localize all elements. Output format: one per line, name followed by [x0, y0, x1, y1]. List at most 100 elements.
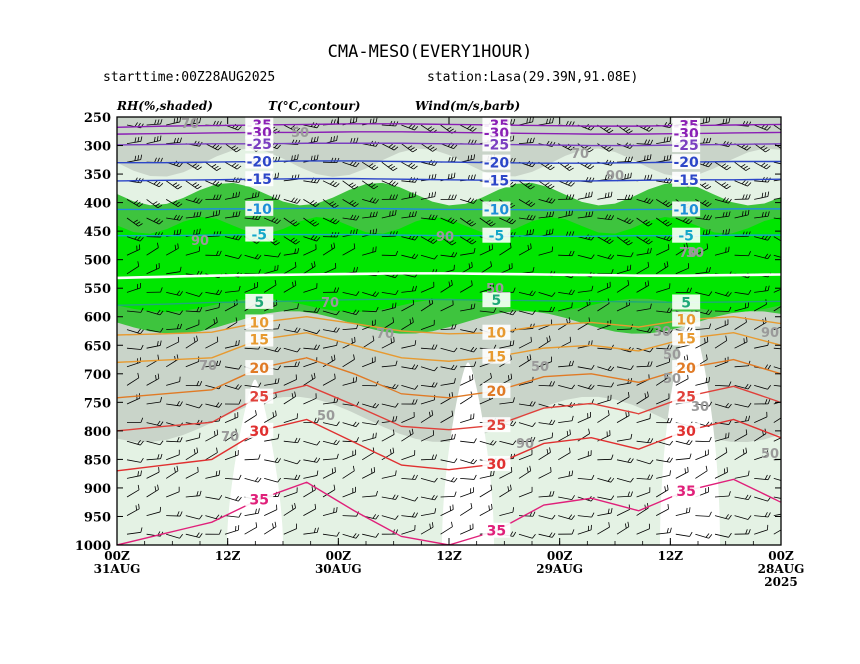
wind-barb: [361, 161, 379, 171]
wind-barb: [244, 508, 260, 516]
wind-barb: [420, 382, 438, 388]
contour-label-bg: [672, 360, 701, 376]
wind-barb: [557, 447, 571, 461]
wind-barb: [577, 428, 590, 442]
rh-label: 90: [191, 234, 209, 249]
wind-barb: [322, 439, 340, 446]
wind-barb: [224, 340, 240, 349]
wind-barb: [205, 194, 222, 200]
wind-barb: [303, 261, 316, 275]
wind-barb: [244, 281, 258, 293]
wind-barb: [636, 217, 653, 227]
wind-barb: [754, 211, 770, 219]
wind-barb: [754, 234, 772, 241]
wind-barb: [577, 512, 595, 518]
wind-barb: [166, 323, 183, 330]
contour-label: 35: [250, 492, 269, 508]
contour-label-bg: [672, 201, 701, 217]
wind-barb: [263, 410, 277, 423]
wind-barb: [440, 236, 457, 246]
contour-label: 25: [250, 390, 269, 406]
contour-label: -15: [673, 173, 698, 189]
contour-label-bg: [245, 200, 274, 216]
wind-barb: [322, 217, 340, 225]
wind-barb: [656, 457, 673, 463]
wind-barb: [734, 302, 750, 312]
wind-barb: [597, 508, 613, 516]
contour-label-bg: [245, 360, 274, 376]
rh-label: 30: [691, 400, 709, 415]
wind-barb: [224, 254, 242, 259]
wind-barb: [754, 474, 771, 481]
wind-barb: [597, 394, 612, 405]
wind-barb: [185, 197, 203, 204]
wind-barb: [401, 496, 419, 502]
wind-barb: [558, 495, 575, 500]
wind-barb: [538, 246, 554, 256]
wind-barb: [558, 384, 575, 390]
wind-barb: [185, 117, 202, 126]
wind-barb: [342, 465, 355, 479]
wind-barb: [558, 194, 575, 200]
wind-barb: [675, 466, 689, 479]
wind-barb: [518, 137, 535, 144]
contour-label-bg: [482, 136, 511, 152]
wind-barb: [244, 477, 262, 483]
wind-barb: [342, 449, 357, 461]
wind-barb: [695, 401, 713, 407]
wind-barb: [656, 307, 673, 314]
contour-label-bg: [482, 455, 511, 471]
y-tick-label: 450: [84, 225, 111, 240]
wind-barb: [479, 283, 494, 293]
wind-barb: [597, 454, 614, 461]
wind-barb: [636, 139, 654, 145]
wind-barb: [695, 243, 709, 256]
wind-barb: [303, 527, 319, 535]
contour-label: -5: [252, 228, 268, 244]
wind-barb: [538, 447, 551, 461]
wind-barb: [381, 494, 399, 500]
wind-barb: [479, 217, 496, 227]
wind-barb: [322, 242, 336, 256]
wind-barb: [499, 507, 514, 516]
wind-barb: [165, 199, 183, 208]
wind-barb: [401, 450, 416, 461]
wind-barb: [283, 361, 300, 368]
x-tick-label: 30AUG: [315, 562, 362, 576]
contour-label-bg: [245, 153, 274, 169]
wind-barb: [401, 253, 419, 260]
wind-barb: [224, 191, 240, 200]
wind-barb: [205, 402, 223, 408]
wind-barb: [342, 533, 360, 539]
wind-barb: [224, 384, 242, 390]
contour-label-bg: [482, 154, 511, 170]
wind-barb: [126, 154, 143, 163]
wind-barb: [773, 124, 781, 131]
wind-barb: [577, 285, 594, 293]
wind-barb: [714, 532, 732, 538]
wind-barb: [734, 336, 748, 349]
wind-barb: [401, 364, 419, 370]
wind-barb: [303, 244, 317, 256]
wind-barb: [303, 372, 316, 386]
wind-barb: [166, 137, 182, 144]
contour-label-bg: [672, 482, 701, 498]
wind-barb: [401, 123, 419, 131]
wind-barb: [205, 360, 222, 368]
wind-barb: [205, 336, 219, 349]
wind-barb: [146, 217, 164, 225]
rh-label: 90: [516, 437, 534, 452]
wind-barb: [695, 449, 709, 461]
wind-barb: [185, 490, 202, 498]
contour-label-bg: [672, 125, 701, 141]
contour-label: 10: [676, 313, 696, 329]
rh-label: 30: [653, 325, 671, 340]
wind-barb: [381, 470, 397, 479]
wind-barb: [342, 421, 360, 428]
contour-label: -25: [484, 137, 509, 153]
wind-barb: [185, 532, 203, 538]
wind-barb: [460, 413, 475, 423]
wind-barb: [303, 457, 321, 463]
wind-barb: [126, 136, 143, 144]
wind-barb: [616, 264, 632, 275]
